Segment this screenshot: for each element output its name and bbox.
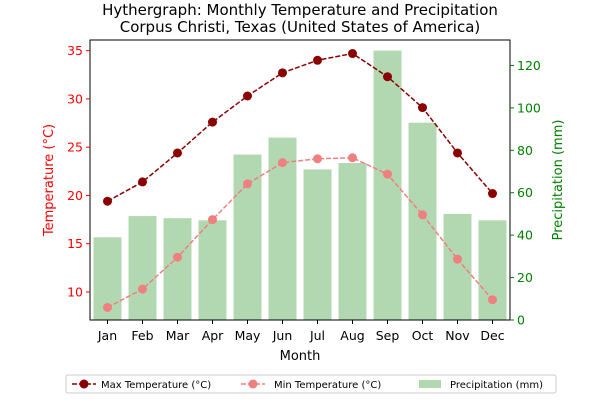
precipitation-bar-apr <box>198 220 227 320</box>
x-tick-label: Mar <box>166 328 190 343</box>
x-tick-label: Oct <box>412 328 434 343</box>
min-temp-point-jun <box>278 158 287 168</box>
left-tick-label: 15 <box>67 236 83 251</box>
min-temp-point-nov <box>453 254 462 264</box>
left-tick-label: 10 <box>67 285 83 300</box>
temperature-lines <box>103 49 497 312</box>
left-axis-ticks: 10 15 20 25 30 35 <box>67 43 90 300</box>
max-temp-point-may <box>243 91 252 101</box>
right-tick-label: 80 <box>517 143 533 158</box>
right-tick-label: 100 <box>517 100 541 115</box>
max-temp-point-apr <box>208 117 217 127</box>
right-axis-ticks: 0 20 40 60 80 100 120 <box>510 58 541 328</box>
max-temp-point-dec <box>488 189 497 199</box>
chart-title-line1: Hythergraph: Monthly Temperature and Pre… <box>102 1 498 19</box>
min-temp-point-may <box>243 179 252 189</box>
min-temp-point-aug <box>348 153 357 163</box>
x-axis-label: Month <box>280 349 321 364</box>
right-tick-label: 20 <box>517 270 533 285</box>
x-tick-label: May <box>235 328 261 343</box>
legend-max-marker <box>79 379 89 389</box>
x-tick-label: Nov <box>445 328 470 343</box>
max-temp-point-nov <box>453 148 462 158</box>
left-tick-label: 30 <box>67 91 83 106</box>
x-tick-label: Jul <box>309 328 325 343</box>
min-temp-point-jan <box>103 302 112 312</box>
precipitation-bar-aug <box>338 163 367 320</box>
min-temp-point-feb <box>138 284 147 294</box>
x-tick-label: Feb <box>131 328 153 343</box>
max-temp-point-jun <box>278 68 287 78</box>
right-axis-label: Precipitation (mm) <box>551 120 566 241</box>
plot-frame <box>89 39 511 321</box>
left-tick-label: 20 <box>67 188 83 203</box>
x-tick-label: Aug <box>340 328 364 343</box>
max-temp-point-feb <box>138 177 147 187</box>
x-tick-label: Jan <box>97 328 117 343</box>
min-temp-point-apr <box>208 215 217 225</box>
min-temp-point-dec <box>488 295 497 305</box>
right-tick-label: 0 <box>517 313 525 328</box>
right-tick-label: 40 <box>517 228 533 243</box>
max-temp-point-jan <box>103 196 112 206</box>
legend: Max Temperature (°C) Min Temperature (°C… <box>65 374 557 394</box>
precipitation-bars <box>93 50 507 321</box>
precipitation-bar-nov <box>443 213 472 320</box>
x-tick-label: Jun <box>272 328 293 343</box>
max-temp-point-mar <box>173 148 182 158</box>
left-tick-label: 25 <box>67 140 83 155</box>
min-temp-point-oct <box>418 210 427 220</box>
legend-frame <box>65 374 557 394</box>
right-tick-label: 120 <box>517 58 541 73</box>
x-tick-label: Apr <box>202 328 224 343</box>
left-axis-label: Temperature (°C) <box>42 124 57 237</box>
min-temp-point-jul <box>313 154 322 164</box>
max-temp-line <box>107 52 494 202</box>
precipitation-bar-feb <box>128 216 157 320</box>
right-tick-label: 60 <box>517 185 533 200</box>
left-tick-label: 35 <box>67 43 83 58</box>
precipitation-bar-jul <box>303 169 332 320</box>
legend-max-label: Max Temperature (°C) <box>101 380 211 391</box>
max-temp-point-jul <box>313 55 322 65</box>
min-temp-point-sep <box>383 169 392 179</box>
legend-min-label: Min Temperature (°C) <box>274 380 381 391</box>
chart-title-line2: Corpus Christi, Texas (United States of … <box>120 18 481 36</box>
precipitation-bar-dec <box>478 220 507 320</box>
legend-min-marker <box>248 379 258 389</box>
precipitation-bar-mar <box>163 218 192 320</box>
precipitation-bar-oct <box>408 122 437 321</box>
min-temp-line <box>107 157 494 309</box>
legend-precip-swatch <box>419 380 441 388</box>
max-temp-point-aug <box>348 49 357 59</box>
min-temp-point-mar <box>173 252 182 262</box>
legend-precip-label: Precipitation (mm) <box>450 380 543 391</box>
x-tick-label: Dec <box>480 328 504 343</box>
x-axis-ticks: Jan Feb Mar Apr May Jun Jul Aug Sep Oct Nov Dec <box>97 320 505 343</box>
max-temp-point-sep <box>383 72 392 82</box>
max-temp-point-oct <box>418 103 427 113</box>
x-tick-label: Sep <box>376 328 400 343</box>
